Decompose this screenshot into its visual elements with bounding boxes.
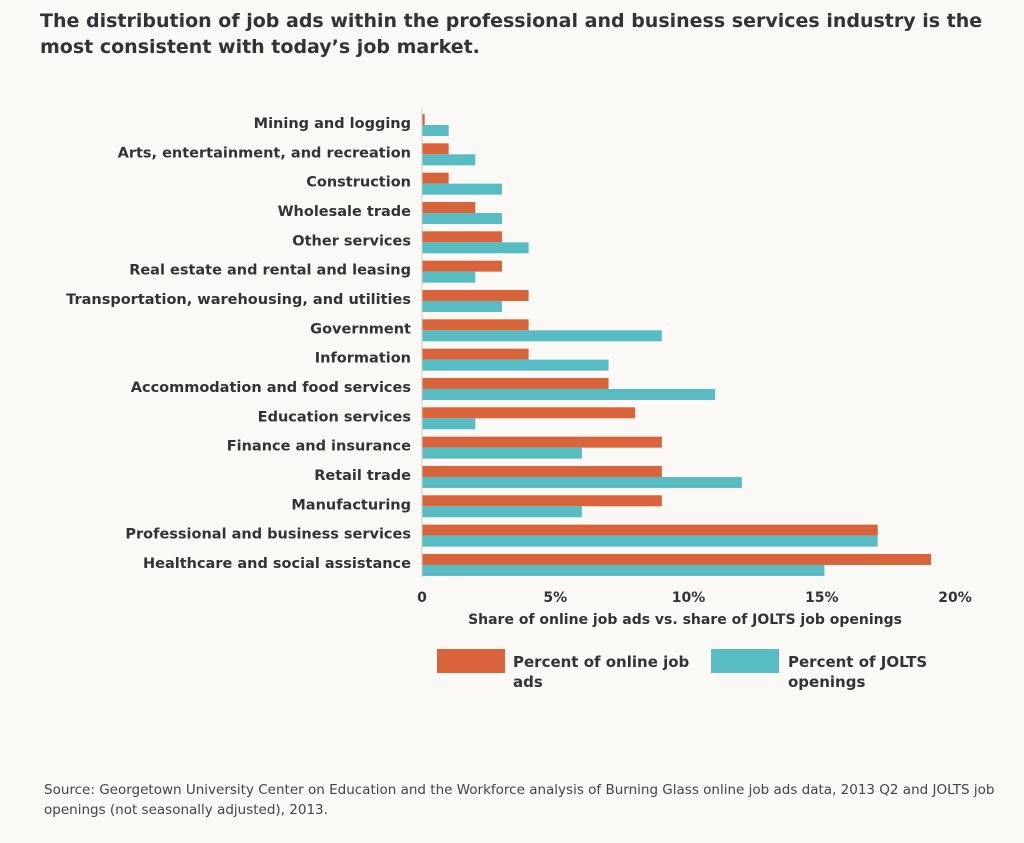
bar-ads: [422, 319, 529, 331]
bar-ads: [422, 172, 449, 184]
bar-jolts: [422, 212, 502, 224]
x-tick-label: 10%: [672, 590, 706, 606]
legend-swatch-jolts: [711, 649, 779, 673]
category-label: Professional and business services: [125, 527, 411, 543]
category-label: Wholesale trade: [278, 204, 412, 220]
category-label: Other services: [292, 233, 411, 249]
bar-ads: [422, 289, 529, 301]
category-label: Transportation, warehousing, and utiliti…: [66, 292, 411, 308]
bar-ads: [422, 114, 425, 125]
bar-ads: [422, 348, 529, 360]
bar-jolts: [422, 300, 502, 312]
bar-ads: [422, 201, 476, 213]
bar-ads: [422, 143, 449, 155]
bar-jolts: [422, 447, 582, 459]
x-axis-label: Share of online job ads vs. share of JOL…: [468, 612, 902, 628]
category-label: Government: [310, 321, 411, 337]
bar-jolts: [422, 242, 529, 254]
bar-jolts: [422, 564, 825, 576]
x-tick-label: 5%: [543, 590, 567, 606]
x-tick-label: 20%: [938, 590, 972, 606]
bar-ads: [422, 495, 662, 507]
x-tick-label: 15%: [805, 590, 839, 606]
bar-jolts: [422, 359, 609, 371]
bar-jolts: [422, 535, 878, 547]
category-label: Information: [315, 351, 411, 367]
bar-ads: [422, 553, 932, 565]
bar-ads: [422, 436, 662, 448]
category-label: Mining and logging: [254, 116, 411, 132]
category-label: Healthcare and social assistance: [143, 556, 411, 572]
bar-jolts: [422, 330, 662, 342]
category-label: Accommodation and food services: [131, 380, 411, 396]
bar-ads: [422, 465, 662, 477]
x-tick-label: 0: [417, 590, 427, 606]
legend-label-jolts: Percent of JOLTS openings: [788, 653, 928, 691]
bar-jolts: [422, 476, 742, 488]
bar-ads: [422, 377, 609, 389]
category-label: Arts, entertainment, and recreation: [118, 145, 411, 161]
legend-label-ads: Percent of online job ads: [513, 653, 690, 691]
source-note: Source: Georgetown University Center on …: [44, 782, 995, 818]
category-label: Real estate and rental and leasing: [129, 263, 411, 279]
bar-jolts: [422, 183, 502, 195]
category-label: Manufacturing: [291, 497, 411, 513]
bar-jolts: [422, 154, 476, 166]
bar-jolts: [422, 506, 582, 518]
bar-ads: [422, 407, 636, 419]
category-label: Education services: [258, 409, 411, 425]
bar-jolts: [422, 418, 476, 430]
category-label: Construction: [306, 175, 411, 191]
bar-jolts: [422, 271, 476, 283]
bar-jolts: [422, 388, 716, 400]
bar-ads: [422, 231, 502, 243]
bar-ads: [422, 524, 878, 536]
legend-swatch-ads: [437, 649, 505, 673]
chart-title: The distribution of job ads within the p…: [40, 10, 983, 58]
category-label: Finance and insurance: [227, 439, 411, 455]
category-label: Retail trade: [314, 468, 411, 484]
bar-ads: [422, 260, 502, 272]
bar-jolts: [422, 125, 449, 136]
